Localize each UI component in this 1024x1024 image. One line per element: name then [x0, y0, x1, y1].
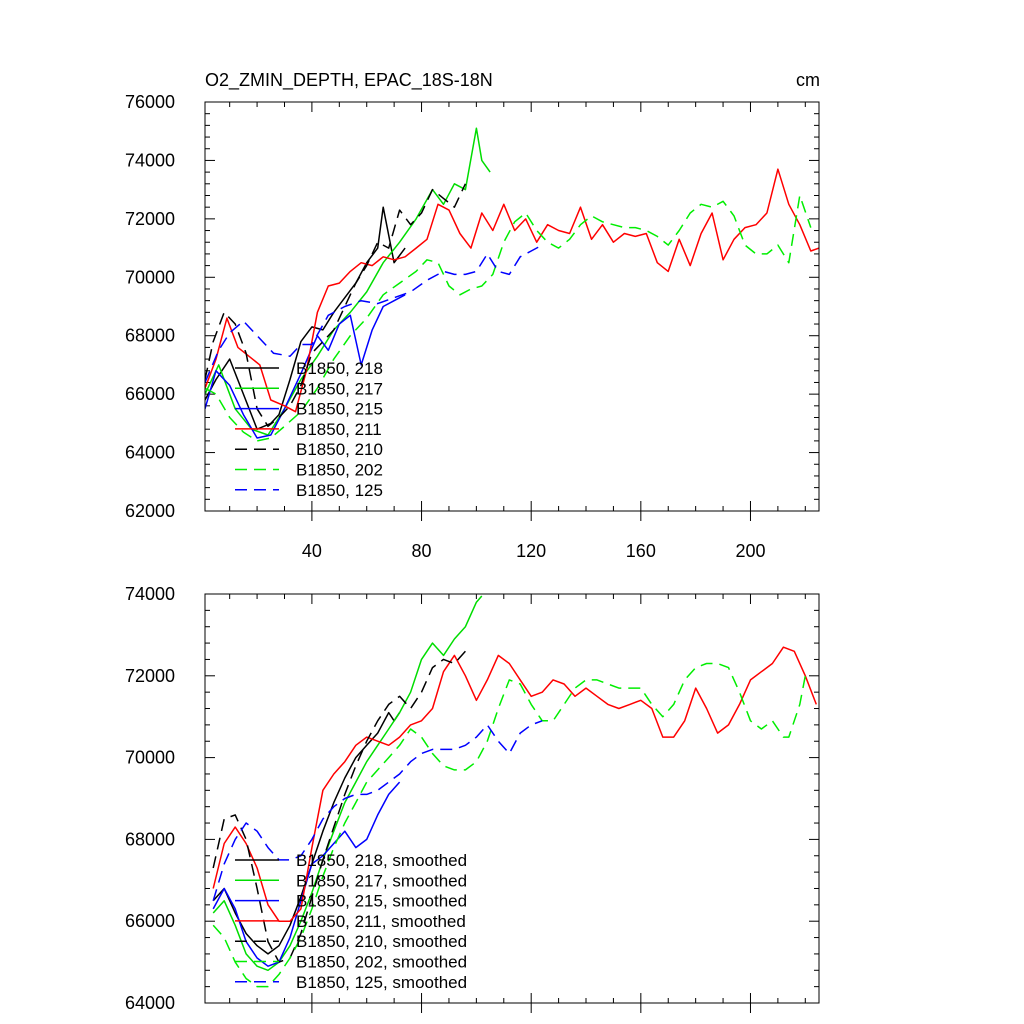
y-tick-label: 64000	[125, 443, 175, 463]
series-line	[212, 720, 543, 902]
units-label: cm	[796, 70, 820, 90]
legend-label: B1850, 215	[296, 400, 383, 419]
x-tick-label: 120	[516, 541, 546, 561]
legend-label: B1850, 217, smoothed	[296, 871, 467, 890]
series-lines	[212, 595, 818, 988]
series-line	[205, 168, 819, 413]
legend-label: B1850, 218	[296, 359, 383, 378]
y-tick-label: 74000	[125, 584, 175, 604]
y-tick-label: 72000	[125, 209, 175, 229]
y-tick-label: 66000	[125, 911, 175, 931]
series-lines	[205, 127, 819, 442]
legend-label: B1850, 202, smoothed	[296, 953, 467, 972]
x-tick-label: 160	[626, 541, 656, 561]
series-line	[205, 194, 812, 442]
bottom-panel: 64000 66000 68000 70000 72000 74000 B1850, 218…	[125, 584, 820, 1013]
legend-label: B1850, 217	[296, 379, 383, 398]
series-line	[205, 244, 543, 383]
x-tick-label: 40	[302, 541, 322, 561]
legend-label: B1850, 125	[296, 481, 383, 500]
series-line	[205, 206, 406, 430]
legend-label: B1850, 215, smoothed	[296, 892, 467, 911]
top-plot-frame	[204, 101, 820, 512]
y-tick-label: 70000	[125, 267, 175, 287]
x-tick-label: 200	[735, 541, 765, 561]
legend-label: B1850, 211	[296, 420, 382, 439]
legend-label: B1850, 218, smoothed	[296, 851, 467, 870]
legend-label: B1850, 211, smoothed	[296, 912, 466, 931]
y-tick-label: 62000	[125, 501, 175, 521]
top-plot-marks: 62000 64000 66000 68000 70000 72000 74000 76000…	[125, 92, 819, 561]
series-line	[212, 646, 818, 922]
top-panel: O2_ZMIN_DEPTH, EPAC_18S-18N cm 62000 6400…	[125, 70, 820, 561]
legend-label: B1850, 210, smoothed	[296, 932, 467, 951]
legend-label: B1850, 202	[296, 461, 383, 480]
series-line	[205, 183, 467, 428]
y-tick-label: 76000	[125, 92, 175, 112]
x-tick-label: 80	[412, 541, 432, 561]
y-tick-label: 68000	[125, 326, 175, 346]
y-tick-label: 74000	[125, 150, 175, 170]
legend-label: B1850, 125, smoothed	[296, 973, 467, 992]
series-line	[212, 650, 466, 963]
y-tick-label: 66000	[125, 384, 175, 404]
y-tick-label: 72000	[125, 666, 175, 686]
y-tick-label: 70000	[125, 748, 175, 768]
y-tick-label: 68000	[125, 829, 175, 849]
series-line	[205, 127, 491, 436]
series-line	[212, 595, 483, 972]
chart-title: O2_ZMIN_DEPTH, EPAC_18S-18N	[205, 70, 493, 91]
bottom-plot-marks: 64000 66000 68000 70000 72000 74000 B1850, 218…	[125, 584, 819, 1013]
y-tick-label: 64000	[125, 993, 175, 1013]
legend-label: B1850, 210	[296, 440, 383, 459]
bottom-plot-frame	[204, 593, 820, 1004]
